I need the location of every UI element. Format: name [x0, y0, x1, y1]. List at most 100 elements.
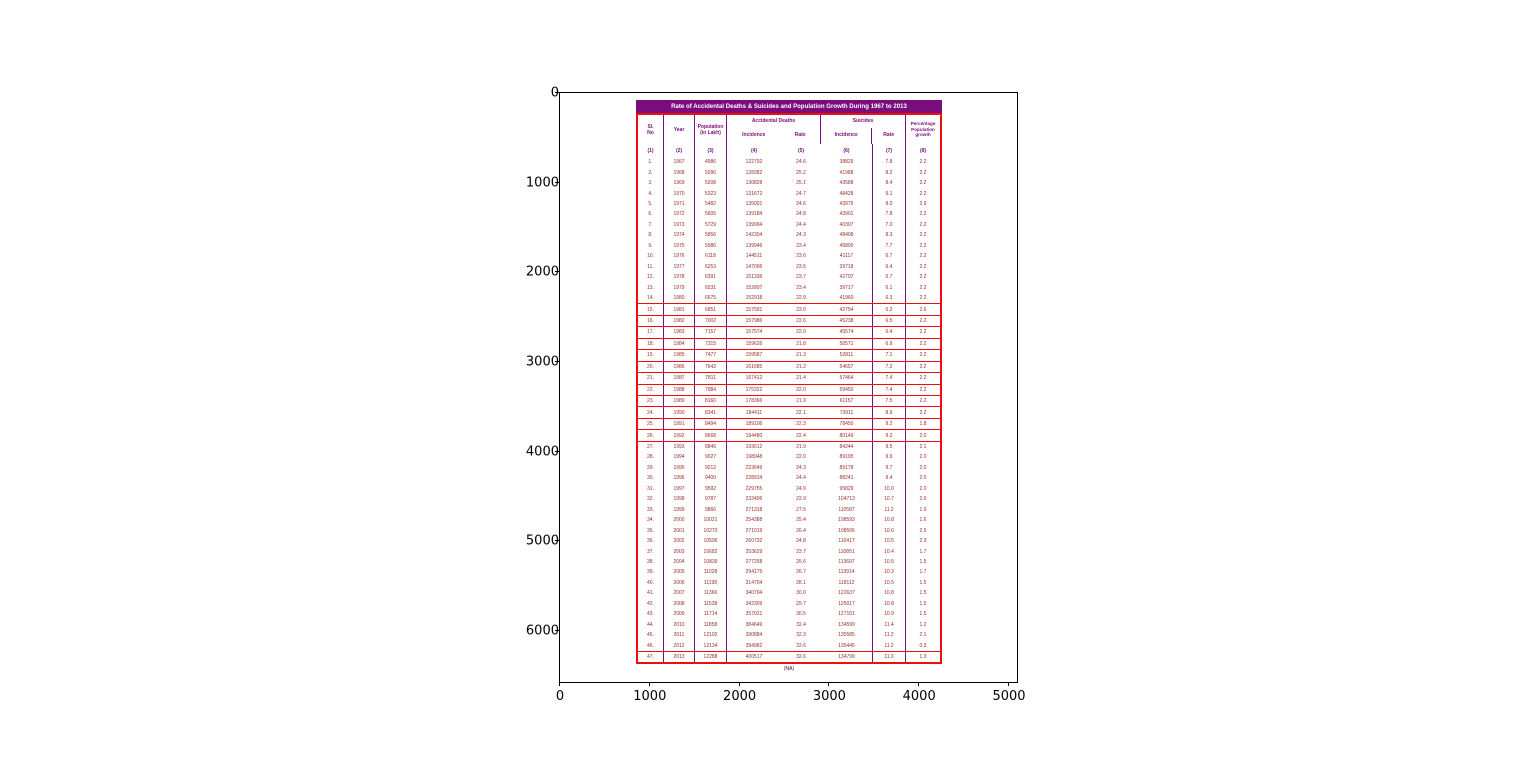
- y-tick: [555, 630, 559, 631]
- table-cell: 2.2: [919, 363, 927, 370]
- table-cell: 144511: [745, 253, 763, 260]
- table-cell: 11714: [695, 609, 727, 620]
- table-cell: 1997: [664, 483, 695, 495]
- table-cell: 2.2: [919, 263, 927, 270]
- table-cell: 21.8: [796, 340, 806, 347]
- x-tick: [559, 682, 560, 686]
- table-cell: 254388: [745, 517, 763, 524]
- table-cell: 2.1: [919, 444, 927, 450]
- table-title: Rate of Accidental Deaths & Suicides and…: [636, 100, 942, 113]
- table-cell: 2008: [664, 598, 695, 610]
- header-year: Year: [664, 115, 695, 144]
- table-cell: 32.3: [796, 632, 806, 639]
- table-cell: 43975: [821, 198, 873, 210]
- table-cell: 1971: [664, 198, 695, 210]
- table-cell: 2.2: [919, 242, 927, 249]
- table-row: 3. 1969 5208 130828 25.1 43588 8.4 2.2: [638, 177, 940, 189]
- table-cell: 7642: [695, 361, 727, 373]
- table-cell: 11538: [695, 598, 727, 610]
- column-number: (5): [797, 147, 805, 154]
- table-cell: 157986: [745, 318, 763, 325]
- table-row: 37. 2003 10682 253629 23.7 110851 10.4 1.7: [638, 546, 940, 557]
- table-cell: 1979: [664, 282, 695, 293]
- table-cell: 10021: [695, 514, 727, 526]
- table-cell: 147006: [745, 263, 763, 270]
- table-cell: 24.: [638, 407, 664, 418]
- table-cell: 12.: [638, 271, 664, 283]
- table-cell: 89178: [821, 462, 873, 474]
- x-tick: [738, 682, 740, 686]
- table-cell: 6.4: [873, 261, 906, 272]
- header-pct-line2: Population: [911, 126, 935, 132]
- table-cell: 21.: [638, 373, 664, 384]
- table-cell: 2.2: [919, 232, 927, 239]
- table-cell: 7.: [638, 219, 664, 231]
- table-cell: 1996: [664, 473, 695, 484]
- table-cell: 1995: [664, 462, 695, 474]
- table-cell: 10.8: [873, 514, 906, 526]
- table-row: 15. 1981 6851 157591 23.0 42754 6.2 2.6: [638, 304, 940, 316]
- table-cell: 12134: [695, 640, 727, 651]
- axes: 0 1000 2000 3000 4000 5000 0 1000 2000 3000 4000 5…: [526, 86, 1026, 705]
- table-row: 2. 1968 5096 128382 25.2 41988 8.2 2.2: [638, 167, 940, 178]
- table-cell: 9.2: [873, 418, 906, 430]
- table-cell: 8.2: [873, 167, 906, 178]
- table-cell: 2011: [664, 629, 695, 641]
- table-row: 44. 2010 11858 384649 32.4 134599 11.4 1.2: [638, 619, 940, 630]
- table-cell: 7.8: [873, 209, 906, 220]
- table-cell: 2.2: [919, 340, 927, 347]
- table-cell: 10.9: [873, 609, 906, 620]
- table-cell: 50571: [821, 338, 873, 350]
- table-cell: 5.: [638, 198, 664, 210]
- table-cell: 2012: [664, 640, 695, 651]
- y-tick: [555, 450, 559, 452]
- table-cell: 48408: [821, 230, 873, 241]
- table-cell: 41117: [821, 251, 873, 262]
- table-cell: 157574: [745, 329, 763, 336]
- table-cell: 1986: [664, 361, 695, 373]
- table-cell: 6391: [695, 271, 727, 283]
- table-cell: 52811: [821, 350, 873, 361]
- table-cell: 24.4: [796, 221, 806, 228]
- table-cell: 2.2: [919, 180, 927, 187]
- table-cell: 104713: [821, 494, 873, 505]
- table-row: 8. 1974 5856 142304 24.3 48408 8.3 2.2: [638, 230, 940, 241]
- y-tick: [555, 181, 559, 183]
- table-cell: 11.2: [873, 629, 906, 641]
- table-cell: 5856: [695, 230, 727, 241]
- table-cell: 122792: [745, 159, 763, 166]
- table-cell: 40.: [638, 577, 664, 589]
- table-cell: 2.2: [919, 329, 927, 336]
- table-cell: 9212: [695, 462, 727, 474]
- table-row: 35. 2001 10270 271019 26.4 108506 10.6 2.5: [638, 525, 940, 536]
- table-cell: 8.0: [873, 198, 906, 210]
- table-row: 32. 1998 9787 233406 23.9 104713 10.7 2.0: [638, 494, 940, 505]
- table-cell: 9787: [695, 494, 727, 505]
- table-cell: 24.6: [796, 201, 806, 208]
- header-sl-no-line2: No: [647, 129, 654, 136]
- table-row: 28. 1994 9027 198948 22.0 89195 9.9 2.0: [638, 452, 940, 463]
- table-cell: 11.2: [873, 504, 906, 515]
- header-sl-no-line1: Sl.: [647, 123, 654, 130]
- table-cell: 32.4: [796, 621, 806, 628]
- table-cell: 23.7: [796, 548, 806, 555]
- table-cell: 25.6: [796, 558, 806, 565]
- table-cell: 390884: [745, 632, 763, 639]
- table-cell: 23.6: [796, 253, 806, 260]
- header-year-label: Year: [673, 126, 685, 133]
- x-tick-label: 1000: [633, 689, 667, 704]
- table-cell: 23.4: [796, 242, 806, 249]
- table-cell: 157591: [745, 306, 763, 313]
- table-row: 4. 1970 5323 131672 24.7 48428 9.1 2.2: [638, 188, 940, 199]
- table-cell: 2.2: [919, 386, 927, 393]
- table-cell: 1969: [664, 177, 695, 189]
- x-tick-label: 4000: [902, 689, 936, 704]
- table-cell: 1970: [664, 188, 695, 199]
- table-cell: 10682: [695, 546, 727, 557]
- y-tick-label: 0: [550, 85, 559, 101]
- table-cell: 84244: [821, 441, 873, 453]
- table-cell: 6.9: [873, 338, 906, 350]
- table-row: 26. 1992 8668 194480 22.4 80149 9.2 2.0: [638, 430, 940, 442]
- table-cell: 2001: [664, 525, 695, 536]
- table-cell: 24.6: [796, 159, 806, 166]
